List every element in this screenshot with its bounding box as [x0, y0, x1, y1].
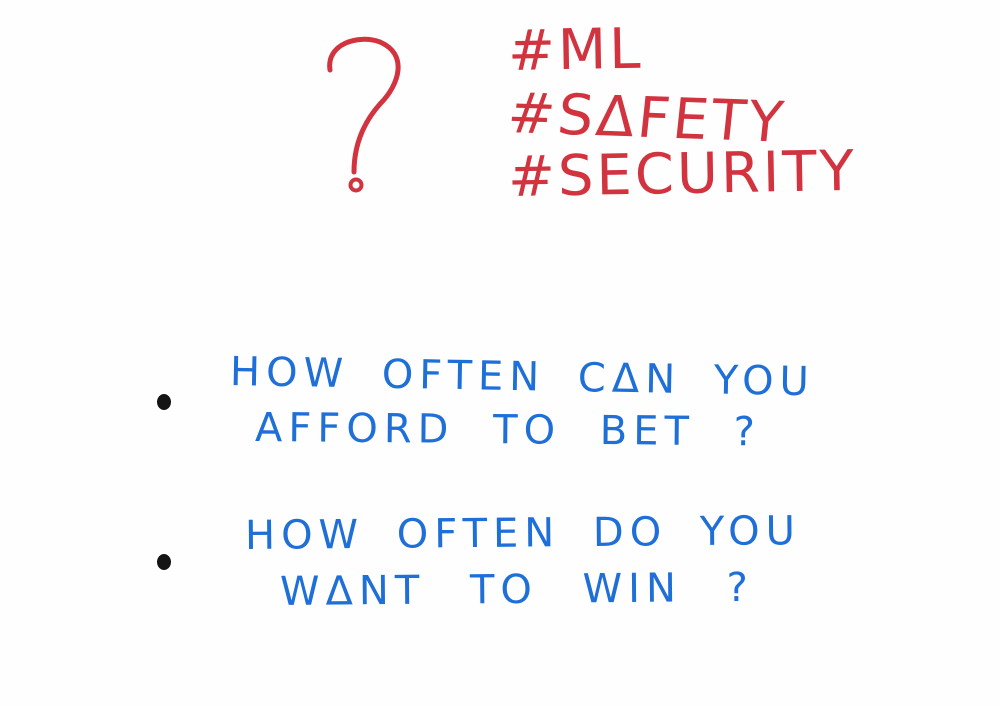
- hashtag-ml: #ML: [507, 16, 644, 84]
- hashtag-list: #ML #SΔFETY #SECURITY: [505, 16, 858, 218]
- bullet-line: WΔNT TO WIN ?: [279, 564, 755, 615]
- hashtag-security: #SECURITY: [507, 138, 858, 210]
- bullet-line: HOW OFTEN CΔN YOU: [229, 349, 816, 406]
- bullet-dot-icon: [157, 554, 171, 570]
- bullet-line: AFFORD TO BET ?: [254, 405, 762, 456]
- bullet-dot-icon: [157, 394, 171, 410]
- question-mark-icon: [327, 36, 401, 193]
- bullet-line: HOW OFTEN DO YOU: [244, 508, 802, 559]
